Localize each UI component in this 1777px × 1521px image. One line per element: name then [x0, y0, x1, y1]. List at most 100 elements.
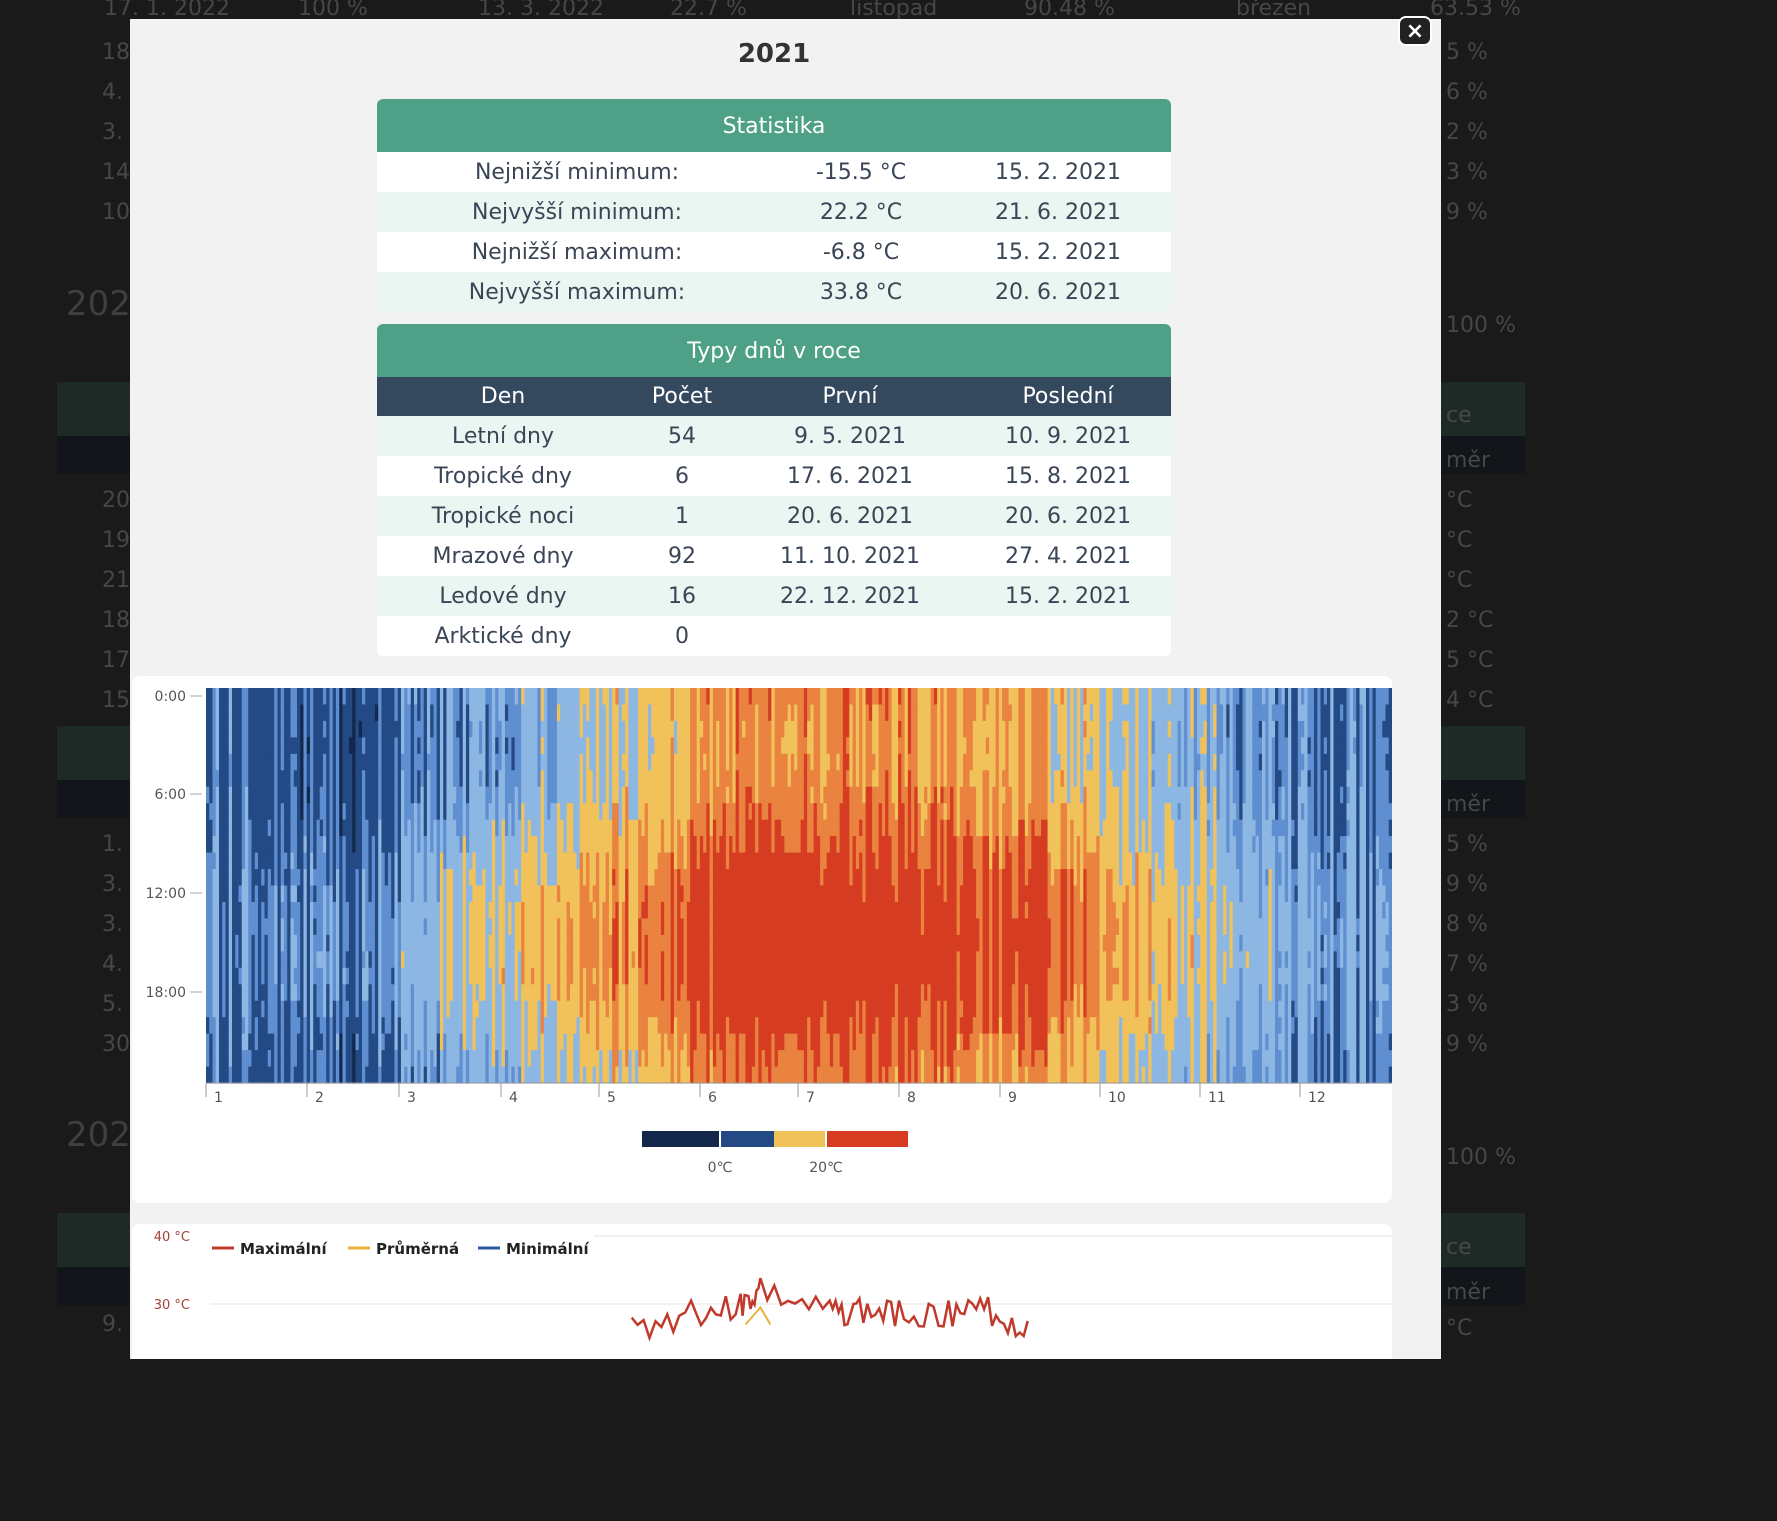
heatmap-cell	[215, 1017, 220, 1035]
heatmap-cell	[803, 984, 808, 1002]
heatmap-cell	[384, 967, 389, 985]
heatmap-cell	[469, 1066, 474, 1084]
heatmap-cell	[322, 901, 327, 920]
heatmap-cell	[621, 819, 626, 837]
heatmap-cell	[618, 951, 623, 969]
heatmap-cell	[342, 770, 347, 788]
heatmap-cell	[579, 852, 584, 870]
heatmap-cell	[417, 704, 422, 722]
heatmap-cell	[309, 869, 314, 887]
heatmap-cell	[534, 885, 539, 903]
heatmap-cell	[693, 803, 698, 821]
heatmap-cell	[803, 1000, 808, 1018]
heatmap-cell	[436, 1017, 441, 1035]
heatmap-cell	[495, 1017, 500, 1035]
heatmap-cell	[693, 1066, 698, 1084]
heatmap-cell	[521, 934, 526, 952]
heatmap-cell	[384, 1050, 389, 1068]
heatmap-cell	[566, 737, 571, 755]
heatmap-cell	[690, 934, 694, 952]
heatmap-cell	[521, 967, 526, 985]
heatmap-cell	[277, 984, 282, 1002]
heatmap-cell	[270, 967, 275, 985]
heatmap-cell	[855, 852, 860, 870]
heatmap-cell	[371, 704, 376, 722]
heatmap-cell	[537, 688, 542, 706]
heatmap-cell	[670, 1000, 675, 1018]
heatmap-cell	[309, 901, 314, 920]
heatmap-cell	[547, 901, 552, 920]
heatmap-cell	[352, 918, 357, 936]
heatmap-cell	[527, 869, 532, 887]
heatmap-cell	[855, 934, 860, 952]
heatmap-cell	[680, 885, 685, 903]
heatmap-cell	[219, 688, 223, 706]
heatmap-cell	[219, 737, 223, 755]
heatmap-cell	[482, 1050, 487, 1068]
heatmap-cell	[339, 1033, 344, 1051]
heatmap-cell	[751, 1050, 756, 1068]
heatmap-cell	[777, 704, 782, 722]
heatmap-cell	[277, 967, 282, 985]
heatmap-cell	[306, 967, 311, 985]
heatmap-cell	[319, 852, 324, 870]
heatmap-cell	[703, 1066, 707, 1084]
heatmap-cell	[683, 803, 688, 821]
heatmap-cell	[241, 951, 246, 969]
heatmap-cell	[641, 1033, 646, 1051]
heatmap-cell	[222, 770, 227, 788]
heatmap-cell	[550, 885, 555, 903]
heatmap-cell	[651, 951, 656, 969]
heatmap-cell	[842, 1033, 847, 1051]
heatmap-cell	[625, 852, 630, 870]
heatmap-cell	[283, 852, 288, 870]
heatmap-cell	[612, 753, 617, 771]
heatmap-cell	[352, 803, 357, 821]
heatmap-cell	[527, 885, 532, 903]
heatmap-cell	[322, 836, 327, 854]
day-type-pocet: 16	[629, 576, 735, 616]
heatmap-cell	[485, 951, 490, 969]
heatmap-cell	[842, 819, 847, 837]
heatmap-cell	[264, 720, 269, 738]
heatmap-cell	[628, 1017, 633, 1035]
heatmap-cell	[644, 720, 649, 738]
bg-fragment: 18	[102, 40, 130, 65]
heatmap-cell	[605, 770, 610, 788]
heatmap-cell	[462, 720, 467, 738]
heatmap-cell	[670, 1050, 675, 1068]
heatmap-cell	[209, 819, 214, 837]
heatmap-cell	[456, 786, 461, 804]
heatmap-cell	[859, 918, 863, 936]
heatmap-cell	[576, 704, 581, 722]
heatmap-cell	[758, 901, 763, 920]
heatmap-cell	[410, 1000, 415, 1018]
heatmap-cell	[634, 803, 639, 821]
heatmap-cell	[514, 1000, 519, 1018]
heatmap-cell	[378, 1066, 383, 1084]
heatmap-cell	[404, 1000, 409, 1018]
heatmap-cell	[862, 720, 867, 738]
heatmap-cell	[576, 1050, 581, 1068]
heatmap-cell	[511, 918, 516, 936]
heatmap-cell	[452, 786, 457, 804]
bg-fragment: 19	[102, 528, 130, 553]
heatmap-cell	[677, 704, 681, 722]
heatmap-cell	[261, 836, 266, 854]
heatmap-cell	[400, 901, 405, 920]
heatmap-cell	[225, 836, 230, 854]
heatmap-cell	[439, 869, 444, 887]
heatmap-cell	[556, 1017, 561, 1035]
heatmap-cell	[313, 819, 318, 837]
heatmap-cell	[439, 1050, 444, 1068]
heatmap-cell	[417, 885, 422, 903]
heatmap-cell	[859, 770, 863, 788]
heatmap-cell	[355, 720, 360, 738]
heatmap-cell	[683, 984, 688, 1002]
heatmap-cell	[670, 1017, 675, 1035]
heatmap-cell	[790, 1050, 795, 1068]
heatmap-cell	[404, 836, 409, 854]
heatmap-cell	[553, 1000, 558, 1018]
heatmap-cell	[410, 753, 415, 771]
